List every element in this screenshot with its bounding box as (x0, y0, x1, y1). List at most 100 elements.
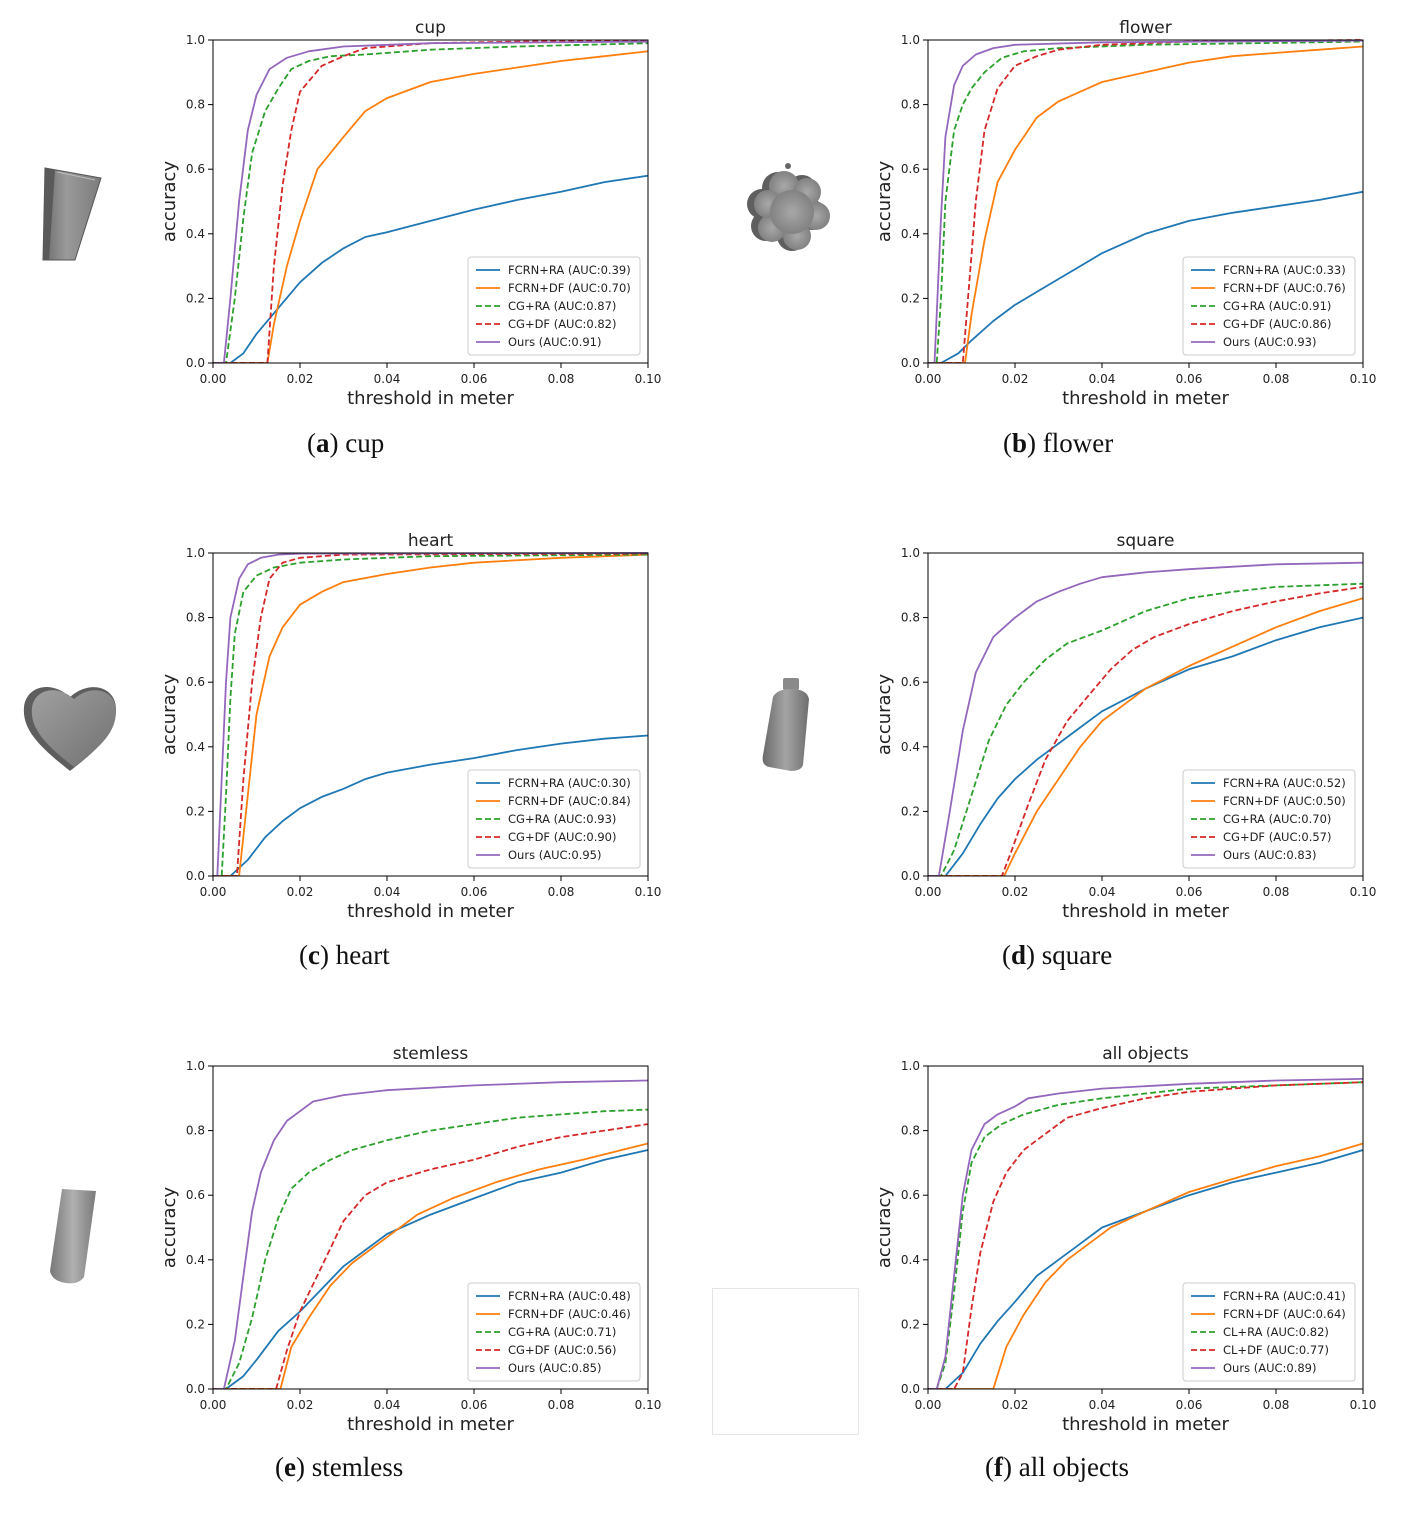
chart-panel-stemless: stemless 0.00 0.02 0.04 0.06 0.08 0.10 0.0 0.2 0.… (150, 1038, 840, 1538)
series-line (213, 552, 648, 876)
y-tick-label: 0.4 (186, 1253, 205, 1267)
x-tick-label: 0.04 (374, 372, 401, 386)
x-tick-label: 0.06 (1176, 885, 1203, 899)
legend-label: CG+DF (AUC:0.57) (1223, 830, 1331, 844)
chart-title: heart (408, 531, 454, 551)
square-bottle-object-image (762, 678, 809, 771)
chart-svg: square 0.00 0.02 0.04 0.06 0.08 0.10 0.0 0.2 0.4 0… (874, 531, 1377, 922)
chart-panel-square: square 0.00 0.02 0.04 0.06 0.08 0.10 0.0 0.2 0.4 0… (865, 525, 1401, 1025)
x-tick-label: 0.02 (287, 1398, 314, 1412)
y-tick-label: 0.0 (901, 869, 920, 883)
chart-panel-heart: heart 0.00 0.02 0.04 0.06 0.08 0.10 0.0 0.2 0.4 0.… (150, 525, 840, 1025)
legend-label: FCRN+RA (AUC:0.41) (1223, 1289, 1346, 1303)
y-tick-label: 0.6 (186, 162, 205, 176)
y-tick-label: 0.8 (901, 1124, 920, 1138)
plot-frame (212, 552, 649, 877)
series-line (213, 1142, 648, 1389)
legend-label: CG+RA (AUC:0.70) (1223, 812, 1331, 826)
y-tick-label: 0.6 (901, 162, 920, 176)
x-axis-label: threshold in meter (1062, 388, 1229, 409)
series-line (928, 561, 1363, 876)
x-tick-label: 0.00 (915, 1398, 942, 1412)
y-tick-label: 0.2 (901, 1317, 920, 1331)
legend-label: FCRN+DF (AUC:0.76) (1223, 281, 1346, 295)
x-tick-label: 0.06 (461, 885, 488, 899)
x-tick-label: 0.02 (287, 885, 314, 899)
x-axis-label: threshold in meter (1062, 1414, 1229, 1435)
legend-label: Ours (AUC:0.85) (508, 1361, 601, 1375)
legend-label: Ours (AUC:0.83) (1223, 848, 1316, 862)
x-tick-label: 0.10 (635, 1398, 662, 1412)
y-tick-label: 0.2 (186, 1317, 205, 1331)
x-tick-label: 0.00 (200, 372, 227, 386)
legend-label: FCRN+DF (AUC:0.70) (508, 281, 631, 295)
x-tick-label: 0.10 (635, 885, 662, 899)
series-line (213, 552, 648, 876)
chart-title: flower (1119, 18, 1171, 38)
y-tick-label: 0.0 (186, 1382, 205, 1396)
caption-a: (a) cup (307, 428, 385, 458)
x-tick-label: 0.00 (200, 1398, 227, 1412)
series-line (928, 586, 1363, 876)
series-line (928, 1081, 1363, 1389)
chart-title: all objects (1102, 1044, 1189, 1064)
chart-svg: heart 0.00 0.02 0.04 0.06 0.08 0.10 0.0 0.2 0.4 0.… (159, 531, 662, 922)
chart-panel-cup: cup 0.00 0.02 0.04 0.06 0.08 0.10 0.0 0.2 0.4 0.6 0… (150, 12, 840, 512)
legend-label: CG+RA (AUC:0.93) (508, 812, 616, 826)
x-tick-label: 0.06 (1176, 372, 1203, 386)
y-tick-label: 0.0 (186, 869, 205, 883)
y-axis-label: accuracy (874, 1187, 895, 1269)
caption-d: (d) square (1002, 940, 1113, 970)
plot-frame (927, 1065, 1364, 1390)
y-tick-label: 1.0 (186, 1059, 205, 1073)
legend-label: CG+DF (AUC:0.56) (508, 1343, 616, 1357)
series-line (928, 45, 1363, 363)
series-line (928, 582, 1363, 876)
series-line (213, 1108, 648, 1389)
series-line (928, 39, 1363, 363)
legend-label: FCRN+DF (AUC:0.50) (1223, 794, 1346, 808)
chart-panel-flower: flower 0.00 0.02 0.04 0.06 0.08 0.10 0.0 0.2 0.4 0… (865, 12, 1401, 512)
legend-label: FCRN+DF (AUC:0.64) (1223, 1307, 1346, 1321)
series-line (928, 1142, 1363, 1389)
y-tick-label: 0.4 (186, 740, 205, 754)
y-tick-label: 1.0 (186, 33, 205, 47)
series-line (213, 42, 648, 363)
y-tick-label: 0.8 (901, 611, 920, 625)
blank-thumbnail-box (712, 1288, 859, 1435)
legend-label: FCRN+RA (AUC:0.48) (508, 1289, 631, 1303)
x-tick-label: 0.10 (1350, 885, 1377, 899)
plot-frame (212, 39, 649, 364)
series-line (213, 553, 648, 876)
y-tick-label: 0.6 (901, 1188, 920, 1202)
x-tick-label: 0.00 (915, 885, 942, 899)
legend-label: FCRN+RA (AUC:0.39) (508, 263, 631, 277)
x-tick-label: 0.06 (1176, 1398, 1203, 1412)
chart-svg: flower 0.00 0.02 0.04 0.06 0.08 0.10 0.0 0.2 0.4 0… (874, 18, 1376, 409)
y-tick-label: 0.2 (901, 291, 920, 305)
y-tick-label: 0.0 (901, 356, 920, 370)
x-tick-label: 0.06 (461, 1398, 488, 1412)
series-line (928, 616, 1363, 876)
legend-label: FCRN+RA (AUC:0.52) (1223, 776, 1346, 790)
chart-svg: cup 0.00 0.02 0.04 0.06 0.08 0.10 0.0 0.2 0.4 0.6 0… (159, 18, 661, 409)
y-tick-label: 0.4 (901, 1253, 920, 1267)
y-tick-label: 0.6 (186, 1188, 205, 1202)
legend-label: Ours (AUC:0.89) (1223, 1361, 1316, 1375)
x-tick-label: 0.04 (374, 1398, 401, 1412)
series-line (928, 1081, 1363, 1389)
caption-f: (f) all objects (985, 1452, 1129, 1482)
x-tick-label: 0.02 (287, 372, 314, 386)
chart-panel-all-objects: all objects 0.00 0.02 0.04 0.06 0.08 0.10 0.0 0.… (865, 1038, 1401, 1538)
x-tick-label: 0.04 (374, 885, 401, 899)
caption-c: (c) heart (299, 940, 390, 970)
x-tick-label: 0.00 (200, 885, 227, 899)
y-tick-label: 0.8 (186, 1124, 205, 1138)
x-axis-label: threshold in meter (347, 388, 514, 409)
series-line (213, 734, 648, 876)
x-tick-label: 0.08 (1263, 372, 1290, 386)
series-line (928, 39, 1363, 363)
legend-label: FCRN+RA (AUC:0.33) (1223, 263, 1346, 277)
x-tick-label: 0.04 (1089, 1398, 1116, 1412)
x-tick-label: 0.08 (1263, 885, 1290, 899)
